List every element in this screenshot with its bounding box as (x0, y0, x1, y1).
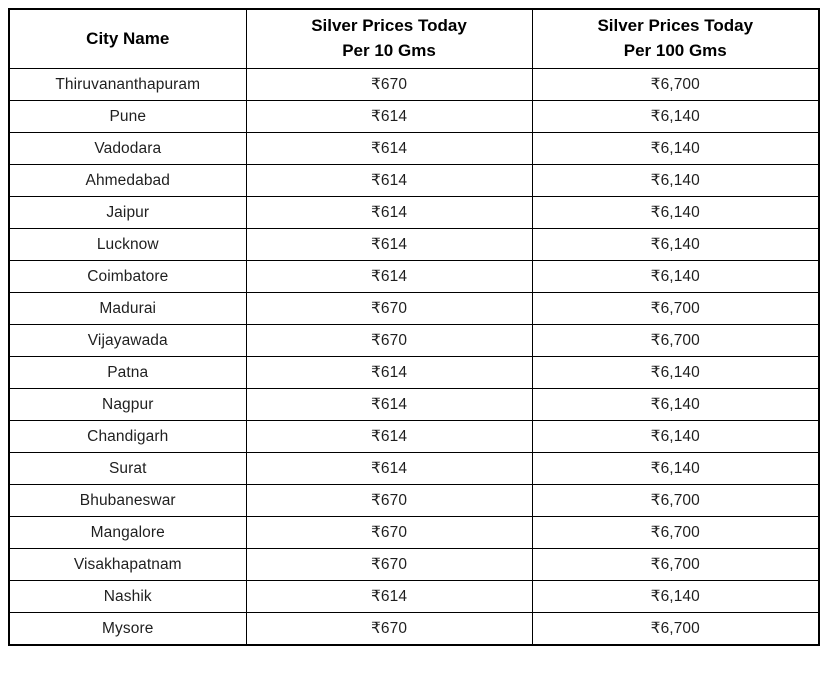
table-row: Patna ₹614 ₹6,140 (8, 356, 820, 389)
table-row: Madurai ₹670 ₹6,700 (8, 292, 820, 325)
column-header-price-per-10-gms: Silver Prices Today Per 10 Gms (245, 8, 533, 69)
price-per-10gms-cell: ₹670 (245, 68, 533, 101)
price-per-10gms-cell: ₹614 (245, 420, 533, 453)
table-header: City Name Silver Prices Today Per 10 Gms S… (8, 8, 820, 69)
table-row: Nashik ₹614 ₹6,140 (8, 580, 820, 613)
table-row: Jaipur ₹614 ₹6,140 (8, 196, 820, 229)
price-per-100gms-cell: ₹6,140 (531, 164, 820, 197)
price-per-100gms-cell: ₹6,700 (531, 516, 820, 549)
table-row: Lucknow ₹614 ₹6,140 (8, 228, 820, 261)
price-per-100gms-cell: ₹6,700 (531, 292, 820, 325)
city-name-cell: Madurai (8, 292, 247, 325)
price-per-10gms-cell: ₹670 (245, 516, 533, 549)
price-per-100gms-cell: ₹6,140 (531, 356, 820, 389)
table-row: Mysore ₹670 ₹6,700 (8, 612, 820, 646)
price-per-100gms-cell: ₹6,140 (531, 260, 820, 293)
city-name-cell: Mysore (8, 612, 247, 646)
city-name-cell: Pune (8, 100, 247, 133)
price-per-100gms-cell: ₹6,700 (531, 324, 820, 357)
price-per-100gms-cell: ₹6,700 (531, 484, 820, 517)
city-name-cell: Thiruvananthapuram (8, 68, 247, 101)
table-row: Pune ₹614 ₹6,140 (8, 100, 820, 133)
city-name-cell: Coimbatore (8, 260, 247, 293)
city-name-cell: Bhubaneswar (8, 484, 247, 517)
price-per-10gms-cell: ₹670 (245, 324, 533, 357)
price-per-10gms-cell: ₹614 (245, 356, 533, 389)
city-name-cell: Lucknow (8, 228, 247, 261)
price-per-100gms-cell: ₹6,700 (531, 612, 820, 646)
price-per-10gms-cell: ₹670 (245, 612, 533, 646)
price-per-100gms-cell: ₹6,140 (531, 388, 820, 421)
price-per-10gms-cell: ₹614 (245, 580, 533, 613)
table-row: Vadodara ₹614 ₹6,140 (8, 132, 820, 165)
city-name-cell: Vijayawada (8, 324, 247, 357)
price-per-100gms-cell: ₹6,700 (531, 68, 820, 101)
column-header-price-per-100-gms: Silver Prices Today Per 100 Gms (531, 8, 820, 69)
price-per-10gms-cell: ₹614 (245, 452, 533, 485)
city-name-cell: Chandigarh (8, 420, 247, 453)
column-header-city-name: City Name (8, 8, 247, 69)
price-per-10gms-cell: ₹614 (245, 260, 533, 293)
price-per-10gms-cell: ₹670 (245, 292, 533, 325)
price-per-100gms-cell: ₹6,140 (531, 100, 820, 133)
price-per-100gms-cell: ₹6,140 (531, 228, 820, 261)
price-per-10gms-cell: ₹670 (245, 548, 533, 581)
price-per-10gms-cell: ₹614 (245, 100, 533, 133)
price-per-100gms-cell: ₹6,700 (531, 548, 820, 581)
price-per-10gms-cell: ₹614 (245, 196, 533, 229)
price-per-100gms-cell: ₹6,140 (531, 420, 820, 453)
price-per-10gms-cell: ₹614 (245, 228, 533, 261)
city-name-cell: Surat (8, 452, 247, 485)
city-name-cell: Vadodara (8, 132, 247, 165)
price-per-10gms-cell: ₹614 (245, 164, 533, 197)
price-per-10gms-cell: ₹670 (245, 484, 533, 517)
city-name-cell: Ahmedabad (8, 164, 247, 197)
table-row: Chandigarh ₹614 ₹6,140 (8, 420, 820, 453)
price-per-100gms-cell: ₹6,140 (531, 452, 820, 485)
table-body: Thiruvananthapuram ₹670 ₹6,700 Pune ₹614 ₹6,1… (8, 68, 820, 646)
table-row: Mangalore ₹670 ₹6,700 (8, 516, 820, 549)
price-per-100gms-cell: ₹6,140 (531, 132, 820, 165)
table-row: Thiruvananthapuram ₹670 ₹6,700 (8, 68, 820, 101)
price-per-100gms-cell: ₹6,140 (531, 196, 820, 229)
price-per-10gms-cell: ₹614 (245, 388, 533, 421)
city-name-cell: Jaipur (8, 196, 247, 229)
price-per-10gms-cell: ₹614 (245, 132, 533, 165)
city-name-cell: Nashik (8, 580, 247, 613)
table-row: Surat ₹614 ₹6,140 (8, 452, 820, 485)
table-row: Vijayawada ₹670 ₹6,700 (8, 324, 820, 357)
silver-prices-table: City Name Silver Prices Today Per 10 Gms S… (8, 8, 820, 646)
table-row: Ahmedabad ₹614 ₹6,140 (8, 164, 820, 197)
city-name-cell: Patna (8, 356, 247, 389)
table-row: Bhubaneswar ₹670 ₹6,700 (8, 484, 820, 517)
table-row: Nagpur ₹614 ₹6,140 (8, 388, 820, 421)
table-row: Visakhapatnam ₹670 ₹6,700 (8, 548, 820, 581)
price-per-100gms-cell: ₹6,140 (531, 580, 820, 613)
city-name-cell: Nagpur (8, 388, 247, 421)
city-name-cell: Visakhapatnam (8, 548, 247, 581)
table-row: Coimbatore ₹614 ₹6,140 (8, 260, 820, 293)
header-row: City Name Silver Prices Today Per 10 Gms S… (8, 8, 820, 69)
city-name-cell: Mangalore (8, 516, 247, 549)
